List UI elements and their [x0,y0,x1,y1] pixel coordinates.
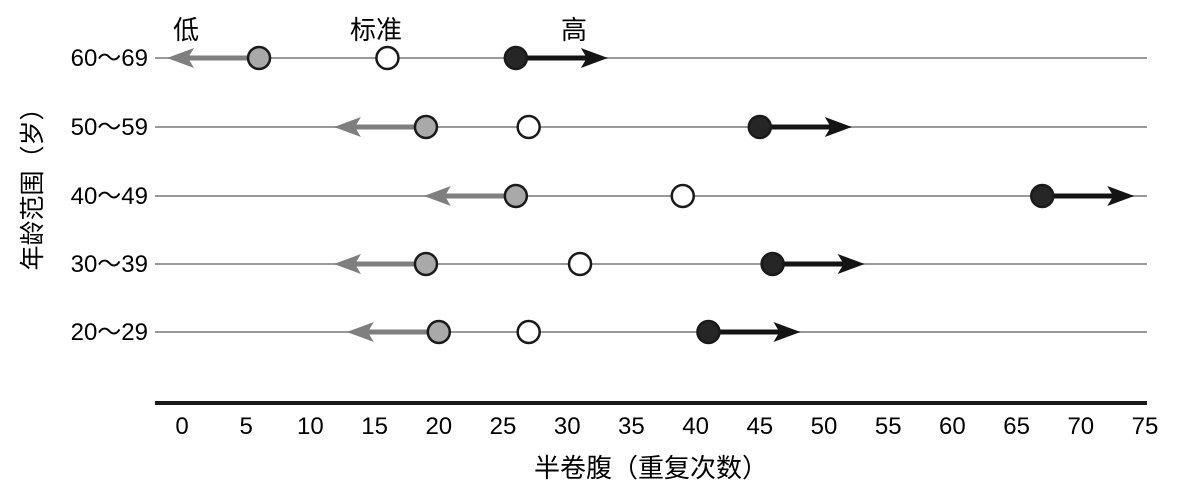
standard-marker [670,183,696,209]
high-marker [696,319,721,345]
y-category-label: 40～49 [71,183,148,210]
x-axis-title: 半卷腹（重复次数） [533,453,768,483]
x-tick-label: 70 [1067,413,1094,440]
standard-marker [375,45,400,71]
y-category-label: 30～39 [71,251,148,278]
high-arrow-head [773,322,801,342]
low-marker [413,114,439,140]
y-axis-title: 年龄范围（岁） [19,95,47,271]
high-arrow-head [824,117,852,137]
high-arrow-head [837,254,865,274]
x-tick-label: 75 [1132,413,1159,440]
low-arrow-head [167,48,195,68]
low-marker [246,45,272,71]
high-arrow-head [1107,186,1135,206]
standard-marker [567,251,593,277]
standard-marker [516,319,541,345]
high-marker [503,45,529,71]
x-tick-label: 20 [425,413,452,440]
high-marker [1030,183,1055,209]
x-tick-label: 55 [875,413,902,440]
x-tick-label: 30 [554,413,581,440]
x-tick-label: 10 [297,413,324,440]
legend-label-standard: 标准 [349,15,402,45]
x-tick-label: 35 [618,413,645,440]
standard-marker [516,114,541,140]
x-tick-label: 65 [1003,413,1030,440]
high-marker [760,251,785,277]
x-tick-label: 0 [175,413,188,440]
low-arrow-head [423,186,451,206]
legend-label-low: 低 [172,15,199,45]
legend-label-high: 高 [560,15,587,45]
x-tick-label: 40 [682,413,709,440]
x-tick-label: 25 [490,413,517,440]
x-tick-label: 45 [746,413,773,440]
y-category-label: 60～69 [71,45,148,72]
y-category-label: 20～29 [71,319,148,346]
x-tick-label: 60 [939,413,966,440]
high-marker [747,114,773,140]
x-tick-label: 50 [811,413,838,440]
low-marker [413,251,439,277]
high-arrow-head [580,48,608,68]
y-category-label: 50～59 [71,114,148,141]
low-arrow-head [346,322,374,342]
x-tick-label: 5 [240,413,253,440]
low-arrow-head [333,117,361,137]
low-marker [503,183,529,209]
low-arrow-head [333,254,361,274]
low-marker [426,319,452,345]
x-tick-label: 15 [361,413,388,440]
